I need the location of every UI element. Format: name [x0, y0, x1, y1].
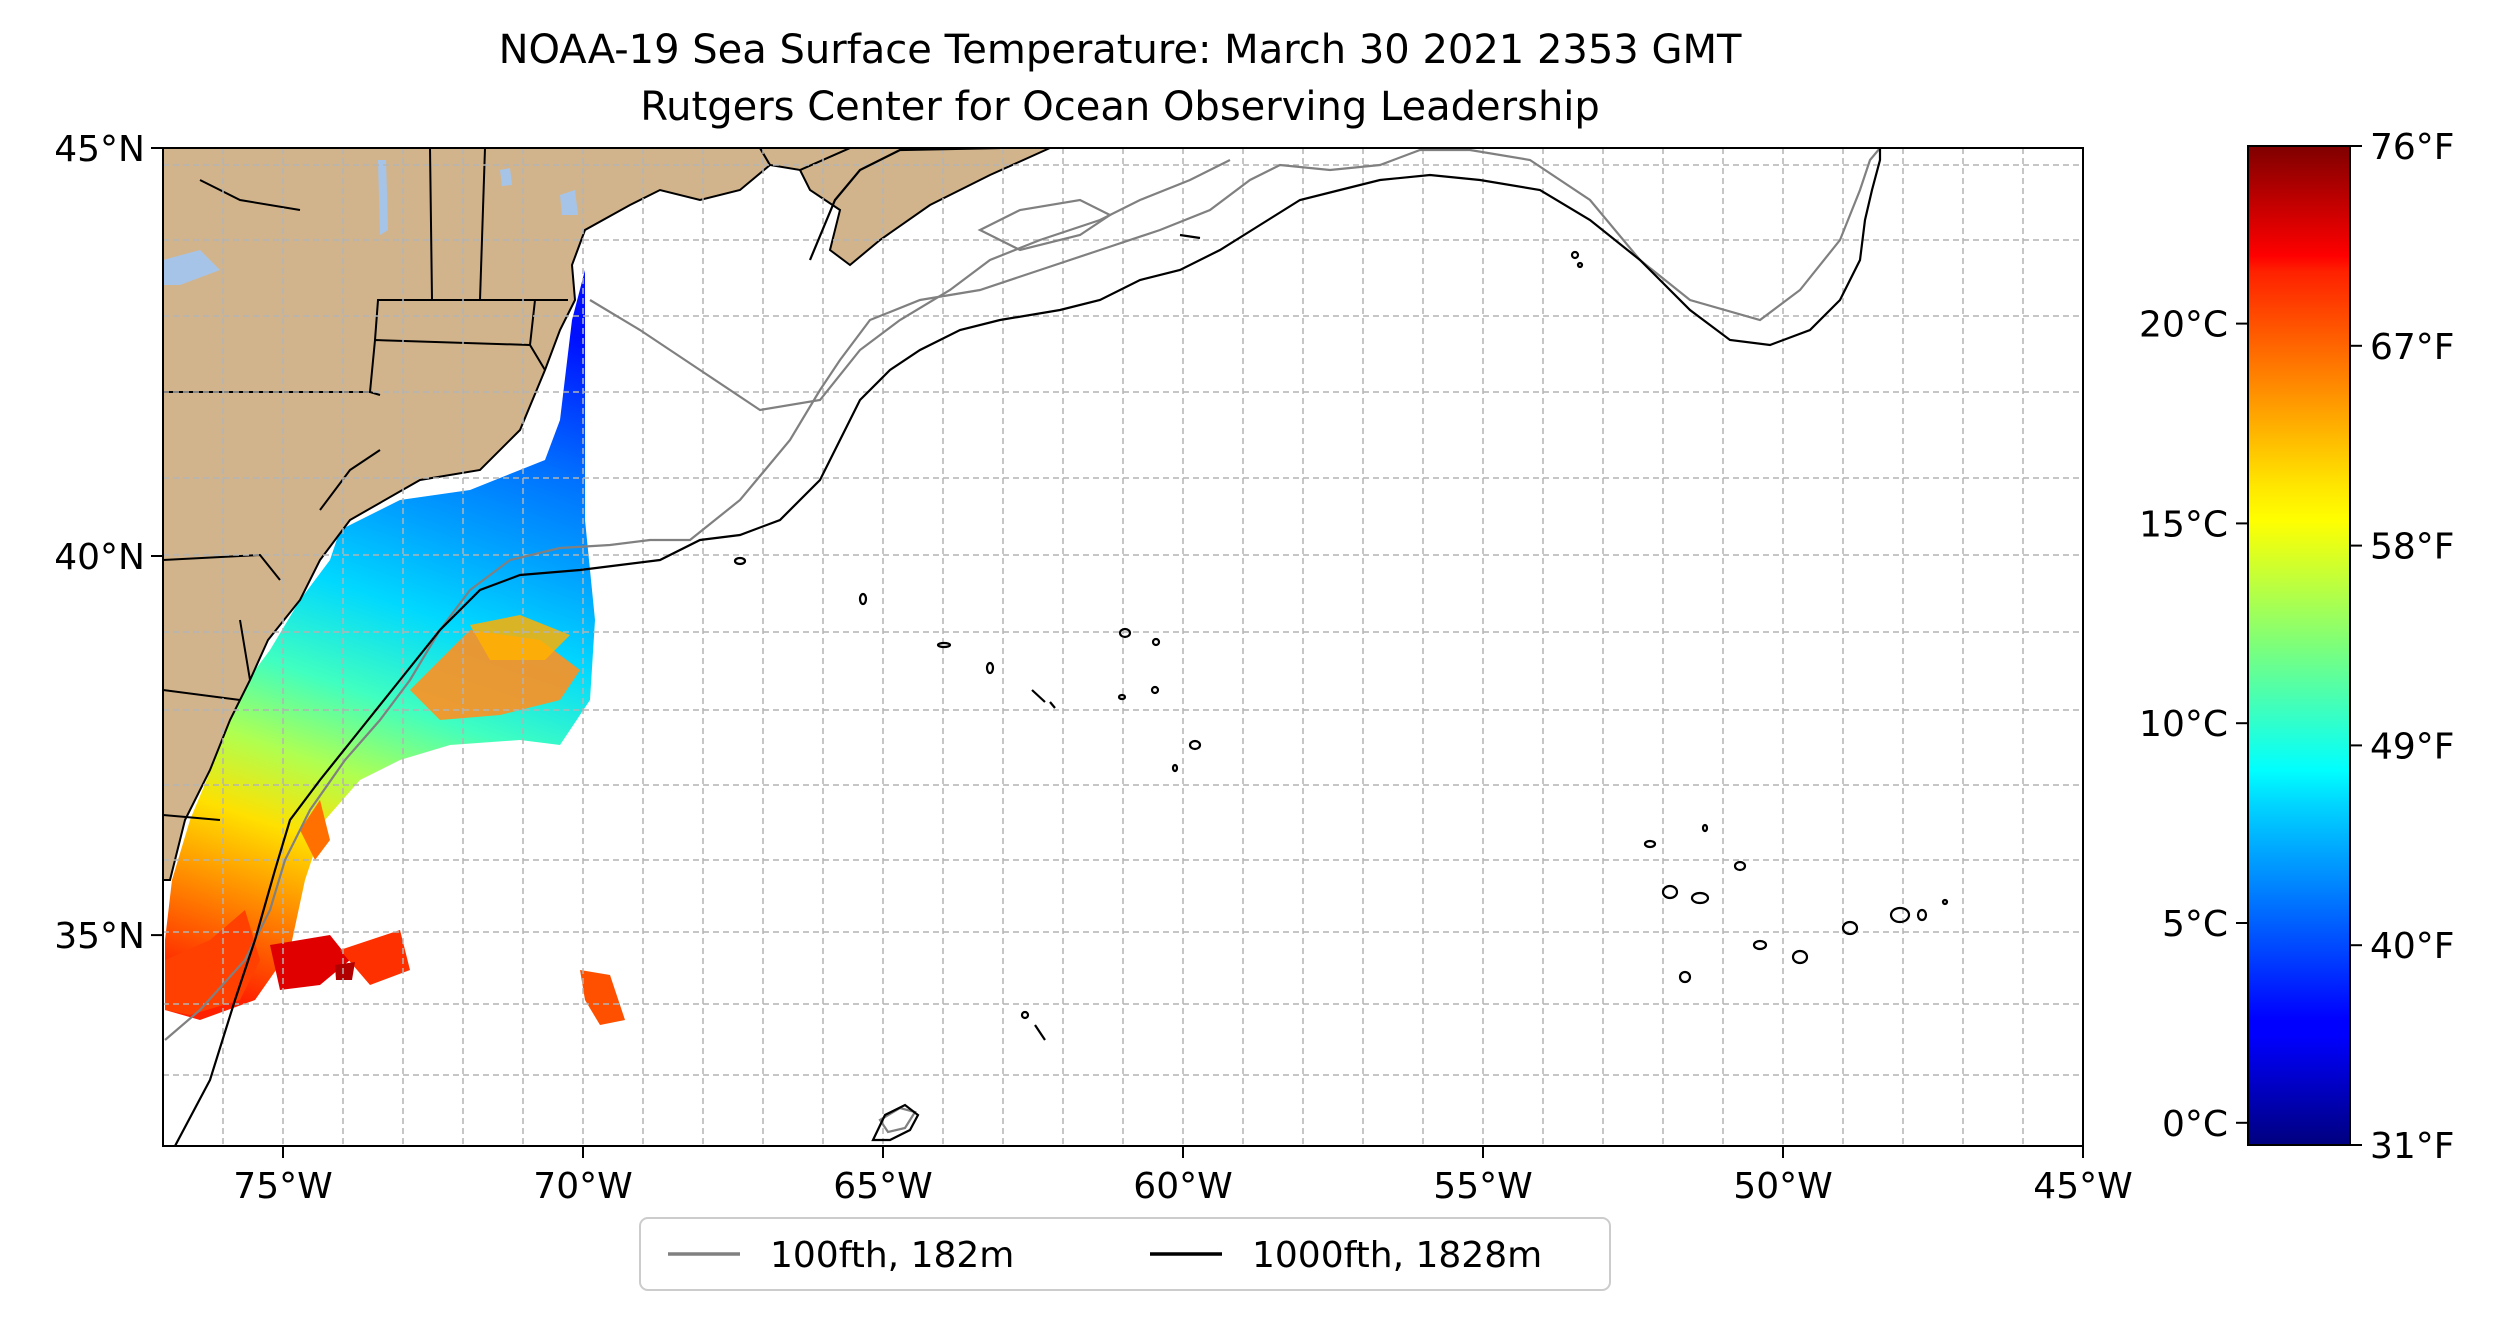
us-northeast-land — [163, 148, 772, 881]
sst-swath-shelf — [165, 270, 595, 1020]
map-area — [163, 148, 2083, 1146]
colorbar-gradient — [2247, 145, 2351, 1146]
lakes — [163, 160, 578, 285]
lake-champlain — [378, 160, 388, 235]
fahrenheit-tick-label: 49°F — [2370, 726, 2455, 767]
lon-tick-label: 70°W — [533, 1166, 632, 1207]
state-borders — [163, 148, 568, 821]
lon-tick-label: 55°W — [1433, 1166, 1532, 1207]
isobath-1000fth — [174, 148, 1949, 1146]
fahrenheit-tick-label: 31°F — [2370, 1126, 2455, 1167]
nova-scotia-land — [798, 148, 1051, 267]
colorbar: 0°C 5°C 10°C 15°C 20°C 31°F 40°F 49°F 58°F 67°F 7… — [2139, 127, 2454, 1167]
lake-2 — [163, 250, 220, 285]
fahrenheit-tick-label: 40°F — [2370, 926, 2455, 967]
legend-label-100fth: 100fth, 182m — [770, 1235, 1014, 1276]
lon-tick-label: 60°W — [1133, 1166, 1232, 1207]
celsius-tick-label: 20°C — [2139, 305, 2228, 346]
celsius-tick-label: 5°C — [2162, 904, 2228, 945]
legend: 100fth, 182m 1000fth, 1828m — [639, 1217, 1611, 1291]
celsius-tick-label: 10°C — [2139, 704, 2228, 745]
lon-tick-label: 75°W — [233, 1166, 332, 1207]
new-brunswick-land — [758, 148, 851, 172]
sst-warm-eddy — [470, 615, 570, 660]
colorbar-fahrenheit-axis: 31°F 40°F 49°F 58°F 67°F 76°F — [2350, 127, 2455, 1167]
lon-tick-label: 45°W — [2033, 1166, 2132, 1207]
isobath-100fth-bank — [977, 198, 1113, 252]
gridlines — [163, 148, 2083, 1146]
fahrenheit-tick-label: 67°F — [2370, 327, 2455, 368]
sst-patch-2 — [340, 930, 410, 985]
land — [163, 148, 1051, 881]
isobath-1000fth-main — [174, 148, 1882, 1146]
lon-tick-label: 65°W — [833, 1166, 932, 1207]
sst-swath — [165, 270, 625, 1025]
fahrenheit-tick-label: 76°F — [2370, 127, 2455, 168]
lake-1 — [560, 190, 578, 215]
sst-patch-4 — [580, 970, 625, 1025]
sst-patch-3 — [335, 962, 355, 980]
seamounts — [733, 233, 1949, 1041]
sst-nc-warm — [165, 910, 260, 1015]
celsius-tick-label: 15°C — [2139, 504, 2228, 545]
celsius-tick-label: 0°C — [2162, 1104, 2228, 1145]
title-line-1: NOAA-19 Sea Surface Temperature: March 3… — [499, 27, 1742, 73]
map-frame — [162, 147, 2084, 1147]
lat-tick-label: 40°N — [54, 537, 145, 578]
legend-label-1000fth: 1000fth, 1828m — [1252, 1235, 1542, 1276]
lat-tick-label: 35°N — [54, 916, 145, 957]
sst-patch-1 — [270, 935, 350, 990]
isobath-100fth-gom — [589, 159, 1231, 412]
isobath-1000fth-seamount — [871, 1103, 920, 1142]
isobath-1000fth-nova-scotia — [808, 148, 1001, 261]
title-line-2: Rutgers Center for Ocean Observing Leade… — [640, 84, 1600, 130]
legend-box — [639, 1217, 1611, 1291]
lat-tick-label: 45°N — [54, 129, 145, 170]
lake-3 — [500, 168, 512, 186]
sst-patch-5 — [300, 800, 330, 860]
latitude-axis: 45°N 40°N 35°N — [54, 129, 163, 957]
colorbar-celsius-axis: 0°C 5°C 10°C 15°C 20°C — [2139, 305, 2248, 1145]
fahrenheit-tick-label: 58°F — [2370, 527, 2455, 568]
lon-tick-label: 50°W — [1733, 1166, 1832, 1207]
longitude-axis: 75°W 70°W 65°W 60°W 55°W 50°W 45°W — [233, 1146, 2133, 1207]
